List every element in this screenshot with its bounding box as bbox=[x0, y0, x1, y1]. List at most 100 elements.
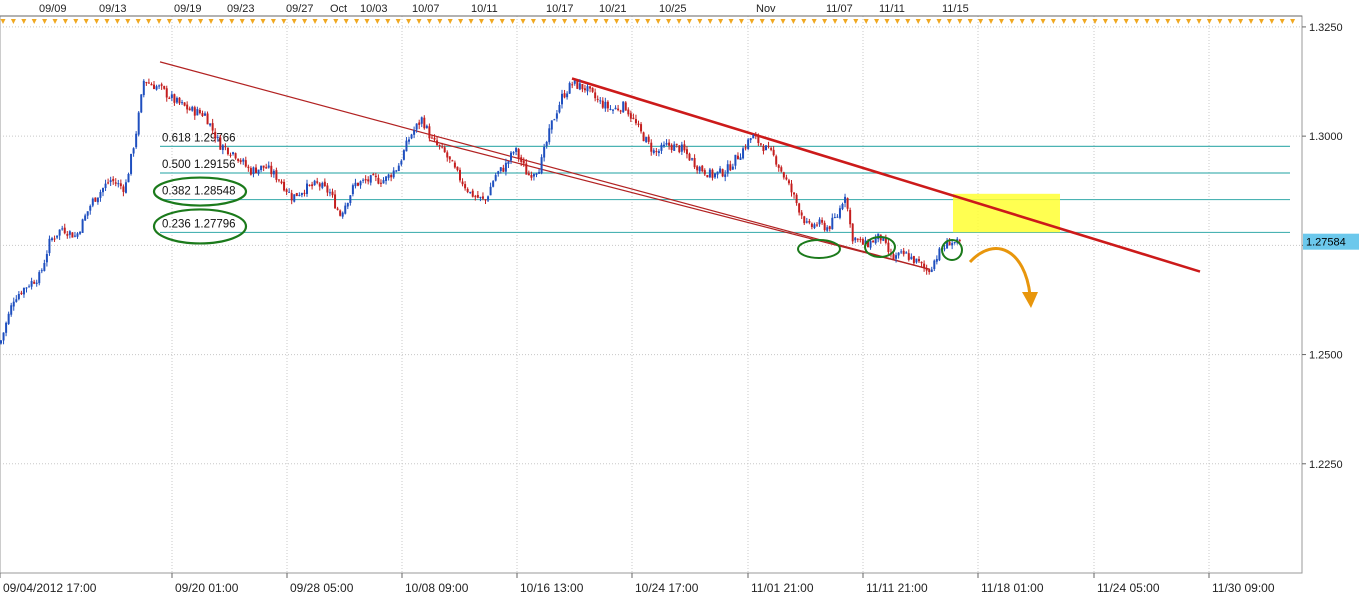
candle-body bbox=[51, 238, 53, 241]
candle-body bbox=[413, 130, 416, 135]
candle-body bbox=[193, 107, 196, 116]
candle-body bbox=[915, 258, 918, 263]
x-tick-label: 11/18 01:00 bbox=[981, 581, 1044, 595]
candle-body bbox=[145, 82, 148, 84]
date-marker bbox=[1248, 19, 1254, 24]
candle-body bbox=[872, 240, 875, 243]
candle-body bbox=[165, 88, 168, 98]
candle-body bbox=[787, 180, 790, 184]
candle-body bbox=[270, 165, 273, 175]
candle-body bbox=[89, 205, 92, 211]
candle-body bbox=[798, 203, 801, 213]
candle-body bbox=[408, 139, 410, 142]
candle-body bbox=[668, 142, 671, 146]
candle-body bbox=[647, 136, 650, 142]
date-marker bbox=[374, 19, 380, 24]
candle-body bbox=[147, 82, 150, 84]
candle-body bbox=[487, 196, 490, 201]
candle-body bbox=[359, 181, 362, 186]
date-marker bbox=[998, 19, 1004, 24]
candle-body bbox=[706, 175, 709, 178]
candle-body bbox=[188, 108, 191, 111]
date-marker bbox=[1019, 19, 1025, 24]
date-marker bbox=[478, 19, 484, 24]
candle-body bbox=[91, 198, 94, 206]
candle-body bbox=[112, 178, 115, 182]
current-price-marker[interactable] bbox=[1303, 233, 1359, 250]
candle-body bbox=[892, 254, 895, 259]
top-date-label: 11/15 bbox=[942, 3, 969, 15]
date-marker bbox=[426, 19, 432, 24]
candle-body bbox=[448, 156, 451, 160]
date-marker bbox=[655, 19, 661, 24]
candle-body bbox=[571, 84, 574, 86]
top-date-label: 10/21 bbox=[599, 3, 627, 15]
date-marker bbox=[1175, 19, 1181, 24]
candle-body bbox=[545, 141, 548, 147]
candle-body bbox=[104, 183, 107, 189]
candle-body bbox=[349, 195, 352, 203]
candle-body bbox=[854, 237, 857, 241]
x-tick-label: 11/01 21:00 bbox=[751, 581, 814, 595]
candle-body bbox=[280, 181, 283, 184]
date-marker bbox=[73, 19, 79, 24]
channel-upper-line bbox=[159, 61, 931, 270]
date-marker bbox=[364, 19, 370, 24]
candle-body bbox=[124, 182, 127, 193]
candle-body bbox=[637, 123, 640, 125]
date-marker bbox=[1030, 19, 1036, 24]
candle-body bbox=[757, 135, 760, 144]
x-tick-label: 10/24 17:00 bbox=[635, 581, 699, 595]
candle-body bbox=[933, 260, 936, 270]
candle-body bbox=[334, 194, 337, 209]
candle-body bbox=[22, 288, 25, 295]
candle-body bbox=[321, 182, 324, 188]
date-marker bbox=[634, 19, 640, 24]
candle-body bbox=[515, 147, 518, 152]
x-tick-label: 11/30 09:00 bbox=[1212, 581, 1275, 595]
candle-body bbox=[507, 161, 510, 165]
date-marker bbox=[884, 19, 890, 24]
candle-body bbox=[665, 142, 668, 145]
date-marker bbox=[894, 19, 900, 24]
candle-body bbox=[73, 235, 76, 237]
date-marker bbox=[603, 19, 609, 24]
candle-body bbox=[510, 152, 512, 161]
candle-body bbox=[99, 191, 102, 198]
candle-body bbox=[828, 226, 831, 229]
candle-body bbox=[543, 147, 546, 158]
candle-body bbox=[242, 159, 245, 162]
candle-body bbox=[255, 167, 257, 174]
date-marker bbox=[1102, 19, 1108, 24]
date-marker bbox=[686, 19, 692, 24]
candle-body bbox=[683, 144, 686, 151]
channel-lower-line bbox=[429, 139, 931, 270]
candle-body bbox=[782, 172, 785, 178]
candle-body bbox=[436, 140, 439, 145]
candle-body bbox=[512, 152, 515, 154]
candle-body bbox=[946, 240, 949, 249]
candle-body bbox=[374, 175, 377, 178]
date-marker bbox=[354, 19, 360, 24]
date-marker bbox=[874, 19, 880, 24]
candle-body bbox=[912, 256, 915, 264]
plot-area[interactable] bbox=[0, 15, 1303, 574]
candle-body bbox=[645, 137, 648, 143]
candle-body bbox=[698, 166, 701, 172]
candle-body bbox=[596, 98, 599, 100]
date-marker bbox=[21, 19, 27, 24]
candle-body bbox=[132, 148, 135, 154]
candle-body bbox=[328, 192, 331, 194]
candle-body bbox=[938, 248, 941, 261]
date-marker bbox=[1082, 19, 1088, 24]
date-marker bbox=[489, 19, 495, 24]
candle-body bbox=[318, 183, 321, 187]
date-marker bbox=[1144, 19, 1150, 24]
date-marker bbox=[218, 19, 224, 24]
candle-body bbox=[693, 158, 696, 168]
candle-body bbox=[224, 146, 227, 148]
candle-body bbox=[341, 212, 344, 217]
candle-body bbox=[606, 101, 609, 109]
